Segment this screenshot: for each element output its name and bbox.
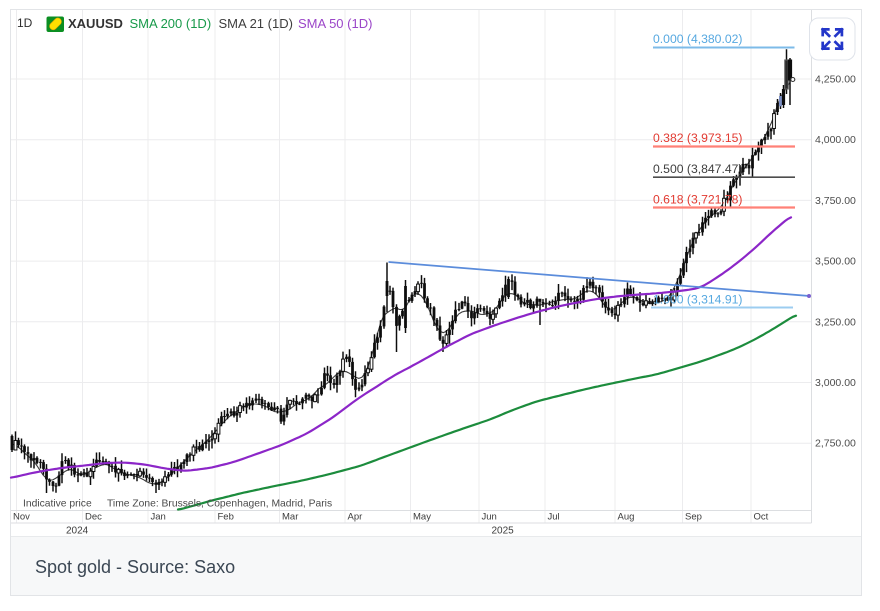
svg-text:Aug: Aug	[618, 512, 635, 523]
svg-text:Nov: Nov	[13, 512, 30, 523]
svg-text:3,500.00: 3,500.00	[815, 256, 856, 268]
svg-text:May: May	[413, 512, 431, 523]
svg-text:Sep: Sep	[685, 512, 702, 523]
svg-text:Spot gold - Source: Saxo: Spot gold - Source: Saxo	[35, 557, 235, 577]
svg-text:Apr: Apr	[348, 512, 363, 523]
svg-text:Oct: Oct	[754, 512, 769, 523]
svg-text:XAUUSD: XAUUSD	[68, 16, 123, 31]
svg-text:0.618 (3,721.78): 0.618 (3,721.78)	[653, 192, 742, 206]
svg-text:4,250.00: 4,250.00	[815, 74, 856, 86]
svg-text:3,750.00: 3,750.00	[815, 195, 856, 207]
svg-text:2024: 2024	[66, 526, 89, 537]
svg-text:SMA 50 (1D): SMA 50 (1D)	[298, 16, 372, 31]
svg-text:1D: 1D	[17, 16, 33, 30]
svg-text:Indicative price: Indicative price	[23, 499, 92, 510]
svg-text:2,750.00: 2,750.00	[815, 438, 856, 450]
svg-text:SMA 21 (1D): SMA 21 (1D)	[219, 16, 293, 31]
svg-text:4,000.00: 4,000.00	[815, 134, 856, 146]
svg-text:Feb: Feb	[218, 512, 234, 523]
svg-text:0.382 (3,973.15): 0.382 (3,973.15)	[653, 131, 742, 145]
svg-text:2025: 2025	[492, 526, 515, 537]
svg-text:1.000 (3,314.91): 1.000 (3,314.91)	[653, 292, 742, 306]
svg-text:3,250.00: 3,250.00	[815, 316, 856, 328]
svg-text:Jun: Jun	[482, 512, 497, 523]
svg-text:0.000 (4,380.02): 0.000 (4,380.02)	[653, 32, 742, 46]
svg-text:Time Zone: Brussels, Copenhage: Time Zone: Brussels, Copenhagen, Madrid,…	[107, 499, 332, 510]
svg-text:3,000.00: 3,000.00	[815, 377, 856, 389]
svg-text:Jan: Jan	[151, 512, 166, 523]
svg-text:Dec: Dec	[85, 512, 102, 523]
svg-text:Jul: Jul	[548, 512, 560, 523]
svg-text:0.500 (3,847.47): 0.500 (3,847.47)	[653, 162, 742, 176]
svg-text:Mar: Mar	[282, 512, 298, 523]
svg-text:SMA 200 (1D): SMA 200 (1D)	[130, 16, 212, 31]
